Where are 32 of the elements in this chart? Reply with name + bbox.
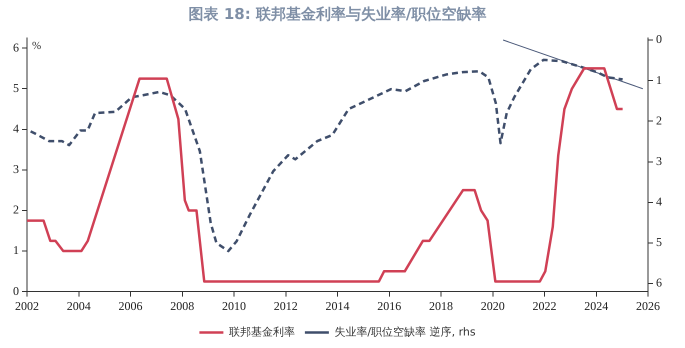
y-tick-label: 3 [13,162,19,176]
y2-tick-label: 2 [656,113,662,128]
chart-title: 图表 18: 联邦基金利率与失业率/职位空缺率 [188,4,486,23]
x-tick-label: 2006 [118,298,142,313]
x-tick-label: 2002 [15,298,39,313]
y-tick-label: 2 [13,202,19,217]
x-tick-label: 2004 [66,298,91,313]
x-tick-label: 2026 [636,298,660,313]
x-tick-label: 2022 [532,298,556,313]
x-tick-label: 2010 [222,298,246,313]
y2-tick-label: 1 [656,72,662,87]
y-tick-label: 5 [13,80,19,95]
y-tick-label: 4 [13,121,19,136]
y-axis-title: % [32,40,42,52]
x-tick-label: 2012 [274,298,298,313]
y-tick-label: 0 [13,284,19,298]
y-tick-label: 6 [13,40,19,54]
x-tick-label: 2018 [429,298,453,313]
x-tick-label: 2016 [377,298,402,313]
x-tick-label: 2020 [480,298,505,313]
x-tick-label: 2014 [326,298,350,313]
y2-tick-label: 6 [656,276,662,290]
y-tick-label: 1 [13,243,19,258]
legend-label: 联邦基金利率 [228,325,295,338]
x-tick-label: 2008 [170,298,194,313]
y2-tick-label: 5 [656,235,662,250]
y2-tick-label: 0 [656,32,662,46]
y2-tick-label: 4 [656,194,662,208]
legend-label: 失业率/职位空缺率 逆序, rhs [334,325,476,338]
y2-tick-label: 3 [656,154,662,168]
line-series [29,58,624,252]
x-tick-label: 2024 [584,298,608,313]
